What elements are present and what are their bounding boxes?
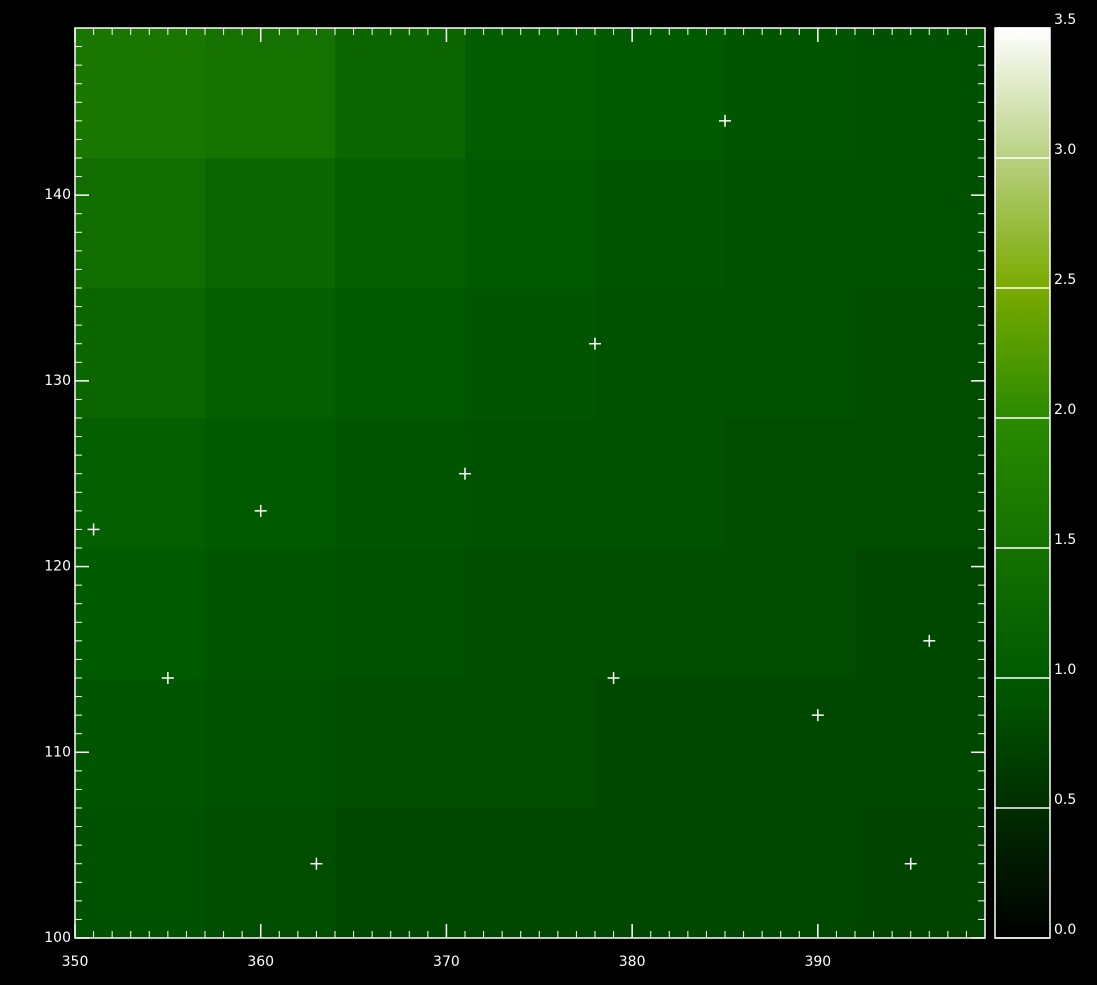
- heatmap-cell: [725, 548, 856, 679]
- x-tick-label: 380: [619, 954, 646, 970]
- heatmap-cell: [595, 158, 726, 289]
- heatmap-cell: [335, 678, 466, 809]
- heatmap-cell: [205, 158, 336, 289]
- heatmap-cell: [335, 288, 466, 419]
- heatmap-cell: [725, 678, 856, 809]
- colorbar-tick-label: 2.0: [1054, 402, 1076, 418]
- marker: [161, 672, 174, 684]
- heatmap-cell: [465, 678, 596, 809]
- marker: [923, 634, 936, 647]
- heatmap-cell: [205, 808, 336, 939]
- heatmap-cell: [725, 808, 856, 939]
- colorbar-tick-label: 3.5: [1054, 12, 1076, 28]
- marker: [254, 504, 267, 517]
- marker: [607, 672, 620, 684]
- colorbar-tick-label: 1.5: [1054, 532, 1076, 548]
- colorbar-tick-label: 3.0: [1054, 142, 1076, 158]
- heatmap-cell: [75, 28, 206, 159]
- heatmap-cell: [75, 288, 206, 419]
- x-tick-label: 390: [804, 954, 831, 970]
- x-tick-label: 360: [247, 954, 274, 970]
- marker: [589, 337, 601, 350]
- heatmap-cell: [205, 678, 336, 809]
- heatmap-cell: [335, 808, 466, 939]
- marker: [87, 523, 100, 536]
- colorbar-tick-label: 2.5: [1054, 272, 1076, 288]
- colorbar: [994, 27, 1051, 939]
- heatmap-cell: [855, 28, 986, 159]
- heatmap-cell: [335, 28, 466, 159]
- heatmap-cell: [75, 418, 206, 549]
- heatmap-cell: [855, 418, 986, 549]
- heatmap-cell: [465, 288, 596, 419]
- heatmap-cell: [595, 288, 726, 419]
- heatmap-cell: [855, 678, 986, 809]
- heatmap-cell: [205, 28, 336, 159]
- colorbar-tick-label: 1.0: [1054, 662, 1076, 678]
- heatmap-cell: [855, 288, 986, 419]
- marker: [719, 114, 731, 127]
- heatmap-cell: [335, 158, 466, 289]
- marker: [310, 857, 323, 870]
- marker: [811, 709, 824, 722]
- heatmap-cell: [595, 548, 726, 679]
- x-tick-label: 350: [62, 954, 89, 970]
- heatmap-cell: [595, 28, 726, 159]
- x-tick-label: 370: [433, 954, 460, 970]
- heatmap-cell: [725, 418, 856, 549]
- heatmap-cell: [855, 158, 986, 289]
- heatmap-cell: [465, 28, 596, 159]
- heatmap-cell: [725, 158, 856, 289]
- heatmap-cell: [725, 288, 856, 419]
- y-tick-label: 140: [44, 187, 71, 203]
- heatmap-cell: [335, 548, 466, 679]
- heatmap-cell: [205, 288, 336, 419]
- heatmap-cell: [855, 808, 986, 939]
- heatmap-cell: [595, 418, 726, 549]
- heatmap-cell: [465, 808, 596, 939]
- heatmap-cell: [855, 548, 986, 679]
- heatmap-cell: [335, 418, 466, 549]
- heatmap-cell: [595, 678, 726, 809]
- y-tick-label: 120: [44, 559, 71, 575]
- heatmap-cell: [725, 28, 856, 159]
- heatmap-cell: [465, 548, 596, 679]
- y-tick-label: 110: [44, 744, 71, 760]
- marker: [904, 857, 917, 870]
- marker: [459, 467, 471, 480]
- heatmap-cell: [205, 418, 336, 549]
- heatmap-cell: [205, 548, 336, 679]
- y-tick-label: 100: [44, 930, 71, 946]
- heatmap-cell: [595, 808, 726, 939]
- colorbar-tick-label: 0.5: [1054, 792, 1076, 808]
- heatmap-cell: [75, 678, 206, 809]
- colorbar-tick-label: 0.0: [1054, 922, 1076, 938]
- heatmap-cell: [465, 418, 596, 549]
- y-tick-label: 130: [44, 373, 71, 389]
- heatmap-cell: [75, 808, 206, 939]
- heatmap-cell: [465, 158, 596, 289]
- heatmap-cell: [75, 548, 206, 679]
- heatmap-cell: [75, 158, 206, 289]
- plot-frame: [74, 27, 986, 939]
